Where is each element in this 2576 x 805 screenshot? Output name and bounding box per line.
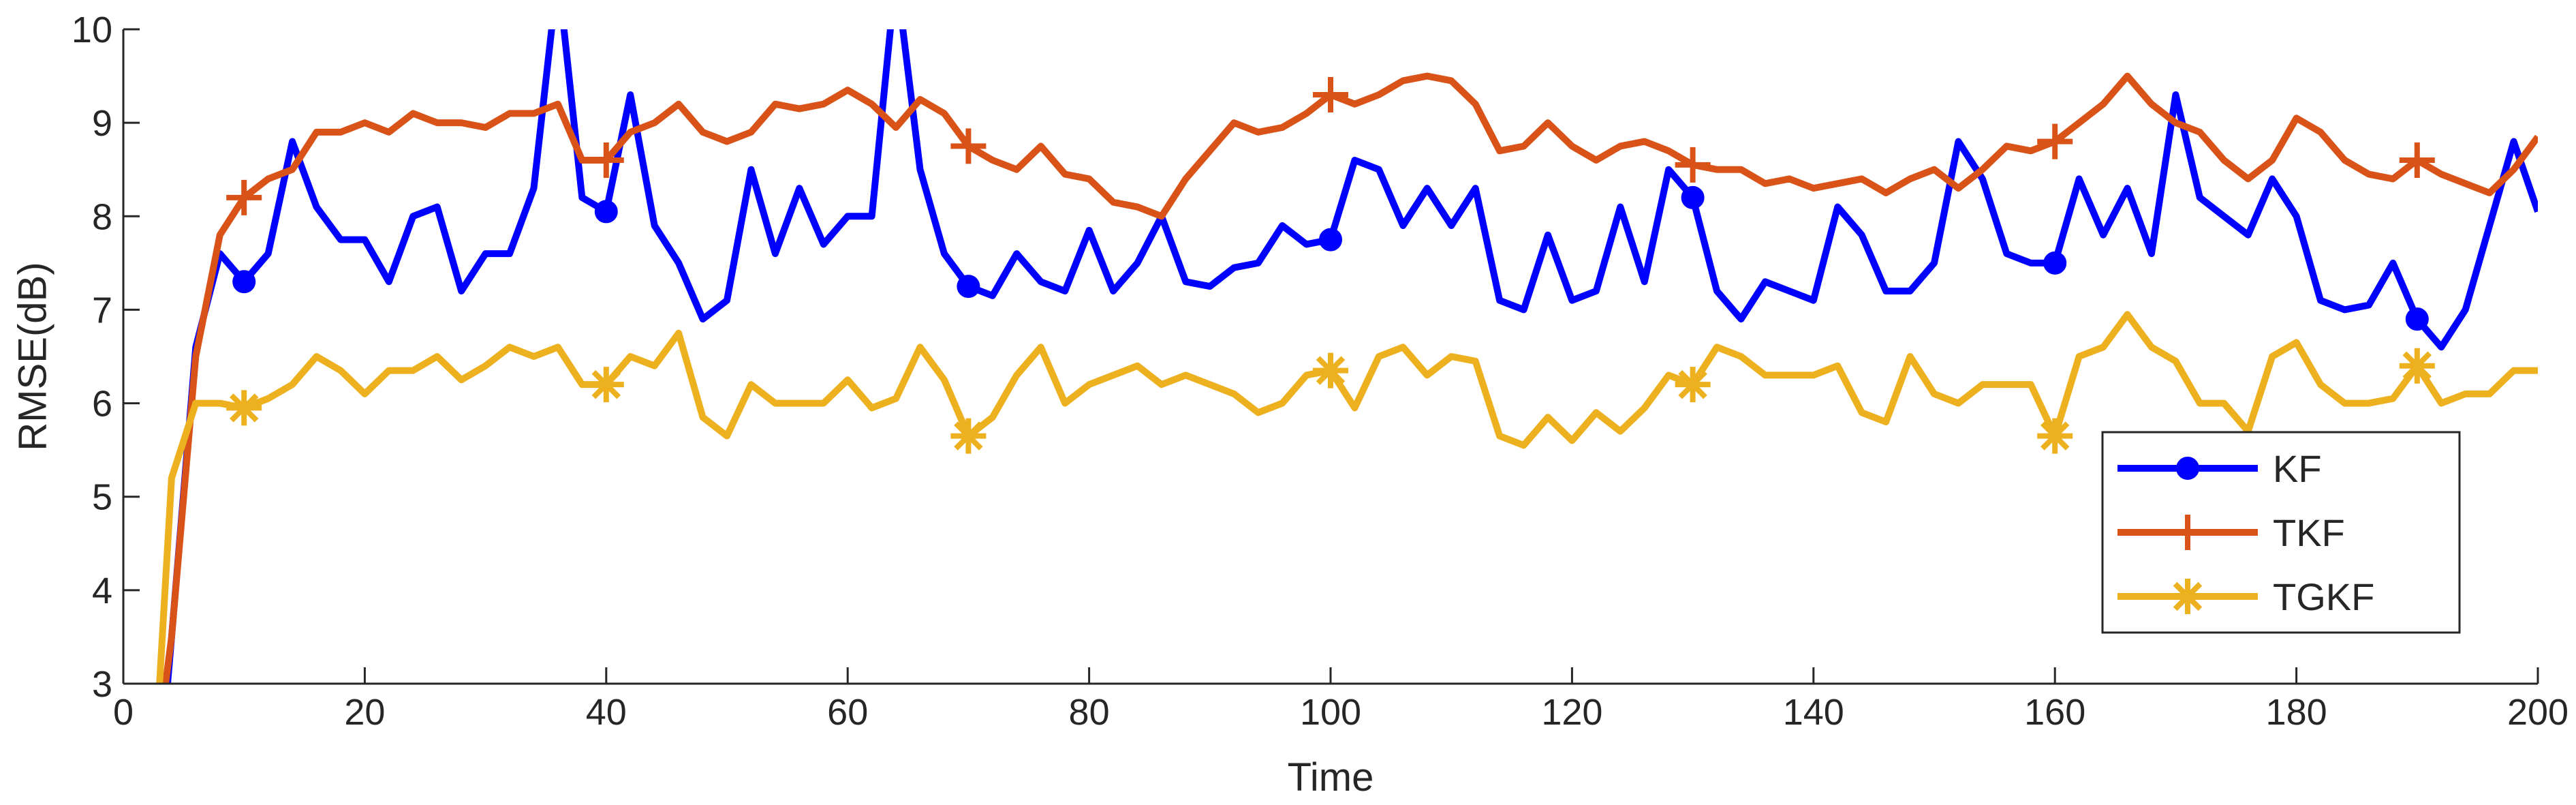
x-axis-label: Time bbox=[1288, 755, 1374, 800]
marker bbox=[2037, 418, 2073, 454]
marker bbox=[2037, 123, 2073, 160]
marker bbox=[2043, 251, 2067, 275]
marker bbox=[1681, 185, 1705, 209]
x-tick-label: 0 bbox=[113, 692, 134, 733]
marker bbox=[950, 418, 987, 454]
series-line bbox=[164, 29, 2538, 684]
series-line bbox=[156, 311, 2538, 684]
x-tick-label: 140 bbox=[1783, 692, 1844, 733]
y-tick-label: 6 bbox=[92, 384, 112, 425]
marker bbox=[957, 275, 980, 299]
marker bbox=[2399, 348, 2435, 384]
y-axis-label: RMSE(dB) bbox=[10, 262, 55, 451]
marker bbox=[2399, 142, 2435, 178]
marker bbox=[2176, 457, 2199, 480]
marker bbox=[2170, 579, 2205, 614]
marker bbox=[1313, 352, 1348, 389]
marker bbox=[1675, 147, 1711, 183]
y-tick-label: 4 bbox=[92, 571, 112, 611]
x-tick-label: 160 bbox=[2024, 692, 2085, 733]
x-tick-label: 80 bbox=[1069, 692, 1110, 733]
marker bbox=[2405, 307, 2429, 331]
x-tick-label: 100 bbox=[1300, 692, 1361, 733]
marker bbox=[950, 128, 987, 164]
marker bbox=[588, 367, 624, 403]
plot-area bbox=[156, 29, 2538, 684]
y-tick-label: 9 bbox=[92, 103, 112, 144]
x-tick-label: 200 bbox=[2507, 692, 2569, 733]
marker bbox=[226, 390, 262, 426]
y-tick-label: 7 bbox=[92, 290, 112, 331]
marker bbox=[1319, 228, 1342, 252]
y-tick-label: 10 bbox=[72, 10, 112, 50]
legend-label: KF bbox=[2273, 447, 2322, 490]
legend: KF TKF TGKF bbox=[2101, 431, 2461, 634]
y-tick-label: 5 bbox=[92, 477, 112, 518]
marker bbox=[594, 200, 618, 224]
marker bbox=[1675, 367, 1711, 403]
x-tick-label: 120 bbox=[1541, 692, 1602, 733]
marker bbox=[232, 270, 256, 294]
x-tick-label: 40 bbox=[586, 692, 627, 733]
y-tick-label: 3 bbox=[92, 664, 112, 705]
legend-label: TGKF bbox=[2273, 575, 2374, 618]
x-tick-label: 60 bbox=[827, 692, 868, 733]
x-tick-label: 20 bbox=[344, 692, 385, 733]
marker bbox=[226, 179, 262, 215]
marker bbox=[588, 142, 624, 178]
x-tick-label: 180 bbox=[2266, 692, 2327, 733]
axes: 0 20 40 60 80 100 120 140 160 180 200 3 4 5 6 7 8 9 10 bbox=[72, 10, 2569, 733]
y-tick-label: 8 bbox=[92, 196, 112, 237]
series-line bbox=[161, 72, 2538, 684]
legend-label: TKF bbox=[2273, 511, 2345, 554]
marker bbox=[2170, 515, 2205, 550]
marker bbox=[1313, 77, 1348, 112]
